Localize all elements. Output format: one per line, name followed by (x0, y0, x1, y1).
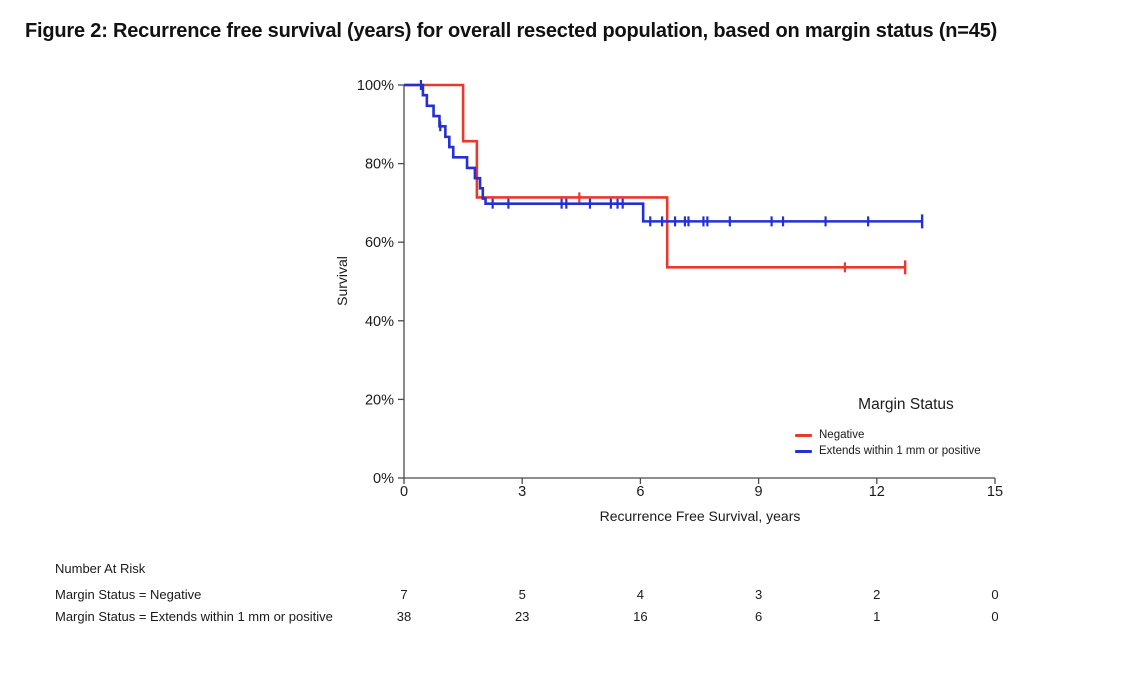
x-tick-label: 15 (987, 484, 1003, 500)
at-risk-value: 7 (400, 587, 408, 602)
y-tick-label: 80% (365, 157, 394, 173)
y-tick-label: 60% (365, 235, 394, 251)
x-tick-label: 9 (755, 484, 763, 500)
at-risk-value: 0 (991, 609, 999, 624)
at-risk-value: 2 (873, 587, 881, 602)
legend-item-label: Extends within 1 mm or positive (819, 445, 981, 457)
at-risk-value: 38 (396, 609, 412, 624)
at-risk-value: 0 (991, 587, 999, 602)
at-risk-value: 23 (514, 609, 530, 624)
legend-swatch-negative (795, 433, 812, 437)
legend-item-label: Negative (819, 429, 865, 441)
km-curve-extends-within-1mm-or-positive (404, 83, 923, 223)
y-tick-label: 100% (357, 78, 394, 94)
at-risk-value: 5 (518, 587, 526, 602)
legend-items: Negative Extends within 1 mm or positive (793, 427, 1019, 459)
at-risk-value: 16 (633, 609, 648, 624)
figure-title: Figure 2: Recurrence free survival (year… (25, 20, 998, 42)
at-risk-header: Number At Risk (55, 561, 146, 576)
x-tick-label: 0 (400, 484, 408, 500)
y-tick-label: 0% (373, 471, 394, 487)
legend-title: Margin Status (858, 396, 954, 413)
legend: Margin Status Negative Extends within 1 m… (793, 396, 1019, 459)
at-risk-row-label: Margin Status = Extends within 1 mm or p… (55, 609, 333, 624)
x-tick-label: 3 (518, 484, 526, 500)
legend-item-extends-within-1mm-or-positive: Extends within 1 mm or positive (793, 443, 1019, 459)
y-tick-label: 40% (365, 314, 394, 330)
series-layer (404, 80, 924, 275)
x-tick-label: 12 (869, 484, 885, 500)
at-risk-row-label: Margin Status = Negative (55, 587, 202, 602)
legend-item-negative: Negative (793, 427, 1019, 443)
x-tick-label: 6 (636, 484, 644, 500)
y-tick-label: 20% (365, 392, 394, 408)
x-axis-title: Recurrence Free Survival, years (600, 508, 801, 524)
km-curve-negative (404, 83, 906, 269)
at-risk-value: 3 (754, 587, 763, 602)
legend-swatch-extends-within-1mm-or-positive (795, 449, 812, 453)
at-risk-value: 6 (754, 609, 763, 624)
at-risk-value: 1 (873, 609, 881, 624)
y-axis-title: Survival (334, 256, 350, 306)
at-risk-value: 4 (636, 587, 645, 602)
axes-layer: 0 3 6 9 12 15 0% 20% 40% 60% 80% 100% (357, 78, 1003, 500)
